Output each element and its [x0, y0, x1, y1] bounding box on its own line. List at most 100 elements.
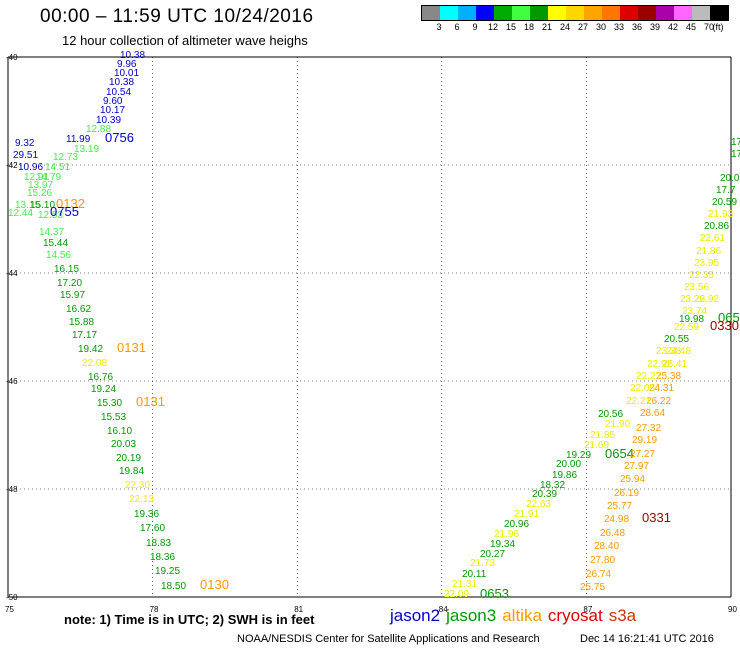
wave-height-label: 29.51: [13, 150, 38, 161]
wave-height-label: 22.92: [647, 359, 672, 370]
wave-height-label: 15.97: [60, 290, 85, 301]
map-subtitle: 12 hour collection of altimeter wave hei…: [62, 33, 308, 48]
y-tick-label: -42: [6, 161, 18, 170]
wave-height-points: 10.389.9610.0110.3810.549.6010.1710.3912…: [8, 50, 740, 601]
wave-height-label: 12.88: [86, 124, 111, 135]
legend-swatch: [512, 6, 530, 20]
legend-label: 15: [505, 22, 517, 32]
pass-time-label: 0132: [56, 196, 85, 211]
satellite-label-jason2: jason2: [390, 606, 441, 625]
wave-height-label: 19.86: [552, 470, 577, 481]
pass-time-label: 0653: [480, 586, 509, 601]
wave-height-label: 15.88: [69, 317, 94, 328]
legend-swatch: [476, 6, 494, 20]
wave-height-label: 24.98: [604, 514, 629, 525]
pass-time-label: 0331: [642, 510, 671, 525]
wave-height-label: 15.30: [97, 398, 122, 409]
wave-height-label: 22.30: [125, 480, 150, 491]
wave-height-label: 13.19: [74, 144, 99, 155]
wave-height-label: 25.77: [607, 501, 632, 512]
wave-height-label: 14.79: [36, 172, 61, 183]
wave-height-label: 20.00: [556, 459, 581, 470]
wave-height-label: 9.96: [117, 59, 137, 70]
legend-label: 45: [685, 22, 697, 32]
wave-height-label: 26.48: [600, 528, 625, 539]
y-tick-label: -44: [6, 269, 18, 278]
wave-height-label: 20.19: [116, 453, 141, 464]
wave-height-label: 21.96: [494, 529, 519, 540]
wave-height-label: 15.53: [101, 412, 126, 423]
satellite-label-jason3: jason3: [446, 606, 497, 625]
wave-height-label: 22.92: [694, 294, 719, 305]
wave-height-label: 14.37: [39, 227, 64, 238]
legend-swatch: [530, 6, 548, 20]
wave-height-label: 17.20: [57, 278, 82, 289]
y-tick-label: -50: [6, 593, 18, 602]
x-tick-label: 90: [728, 605, 737, 614]
pass-time-label: 0330: [710, 318, 739, 333]
footer-note: note: 1) Time is in UTC; 2) SWH is in fe…: [64, 612, 315, 627]
legend-label: 70: [703, 22, 715, 32]
wave-height-label: 26.19: [614, 488, 639, 499]
wave-height-label: 9.32: [15, 138, 35, 149]
wave-height-label: 23.95: [694, 258, 719, 269]
x-tick-label: 84: [439, 605, 448, 614]
wave-height-label: 22.61: [700, 233, 725, 244]
wave-height-label: 28.64: [640, 408, 665, 419]
wave-height-label: 18.36: [150, 552, 175, 563]
wave-height-label: 13.15: [15, 200, 40, 211]
wave-height-label: 25.38: [656, 371, 681, 382]
wave-height-label: 16.10: [107, 426, 132, 437]
axis-ticks: 75 78 81 84 87 90 -40 -42 -44 -46 -48 -50: [5, 53, 737, 614]
legend-swatch: [494, 6, 512, 20]
wave-height-label: 20.86: [704, 221, 729, 232]
legend-label: 18: [523, 22, 535, 32]
wave-height-label: 23.26: [680, 294, 705, 305]
legend-swatches: [421, 5, 729, 21]
wave-height-label: 10.38: [109, 77, 134, 88]
x-tick-label: 78: [150, 605, 159, 614]
wave-height-label: 19.34: [490, 539, 515, 550]
legend-label: 33: [613, 22, 625, 32]
wave-height-label: 29.19: [632, 435, 657, 446]
legend-swatch: [602, 6, 620, 20]
wave-height-label: 21.85: [590, 430, 615, 441]
wave-height-label: 19.84: [119, 466, 144, 477]
wave-height-label: 20.39: [532, 489, 557, 500]
pass-time-label: 0756: [105, 130, 134, 145]
legend-label: 39: [649, 22, 661, 32]
wave-height-label: 21.73: [470, 558, 495, 569]
legend-swatch: [422, 6, 440, 20]
x-tick-label: 87: [583, 605, 592, 614]
legend-swatch: [584, 6, 602, 20]
wave-height-label: 16.62: [66, 304, 91, 315]
footer-timestamp: Dec 14 16:21:41 UTC 2016: [580, 633, 714, 645]
wave-height-label: 12.73: [53, 152, 78, 163]
wave-height-label: 22.09: [444, 589, 469, 600]
legend-label: 12: [487, 22, 499, 32]
wave-height-label: 9.60: [103, 96, 123, 107]
map-grid: [7, 56, 732, 598]
wave-height-label: 13.97: [28, 180, 53, 191]
legend-labels: 3 6 9 12 15 18 21 24 27 30 33 36 39 42 45 70 (ft): [421, 21, 729, 33]
x-tick-label: 75: [5, 605, 14, 614]
wave-height-label: 17.7: [716, 185, 736, 196]
wave-height-label: 21.69: [584, 440, 609, 451]
wave-height-label: 10.54: [106, 87, 131, 98]
wave-height-label: 23.56: [684, 282, 709, 293]
legend-label: 6: [454, 22, 460, 32]
legend-label: 9: [472, 22, 478, 32]
wave-height-label: 25.94: [620, 474, 645, 485]
wave-height-label: 20.56: [598, 409, 623, 420]
map-title: 00:00 – 11:59 UTC 10/24/2016: [40, 6, 314, 27]
wave-height-label: 10.39: [96, 115, 121, 126]
wave-height-label: 21.86: [696, 246, 721, 257]
footer-credit: NOAA/NESDIS Center for Satellite Applica…: [237, 633, 540, 645]
wave-height-label: 19.42: [78, 344, 103, 355]
legend-label: 27: [577, 22, 589, 32]
wave-height-label: 19.25: [155, 566, 180, 577]
wave-height-label: 26.22: [646, 396, 671, 407]
wave-height-label: 10.96: [18, 162, 43, 173]
legend-label: 30: [595, 22, 607, 32]
color-legend: 3 6 9 12 15 18 21 24 27 30 33 36 39 42 45 70 (ft): [421, 5, 729, 33]
